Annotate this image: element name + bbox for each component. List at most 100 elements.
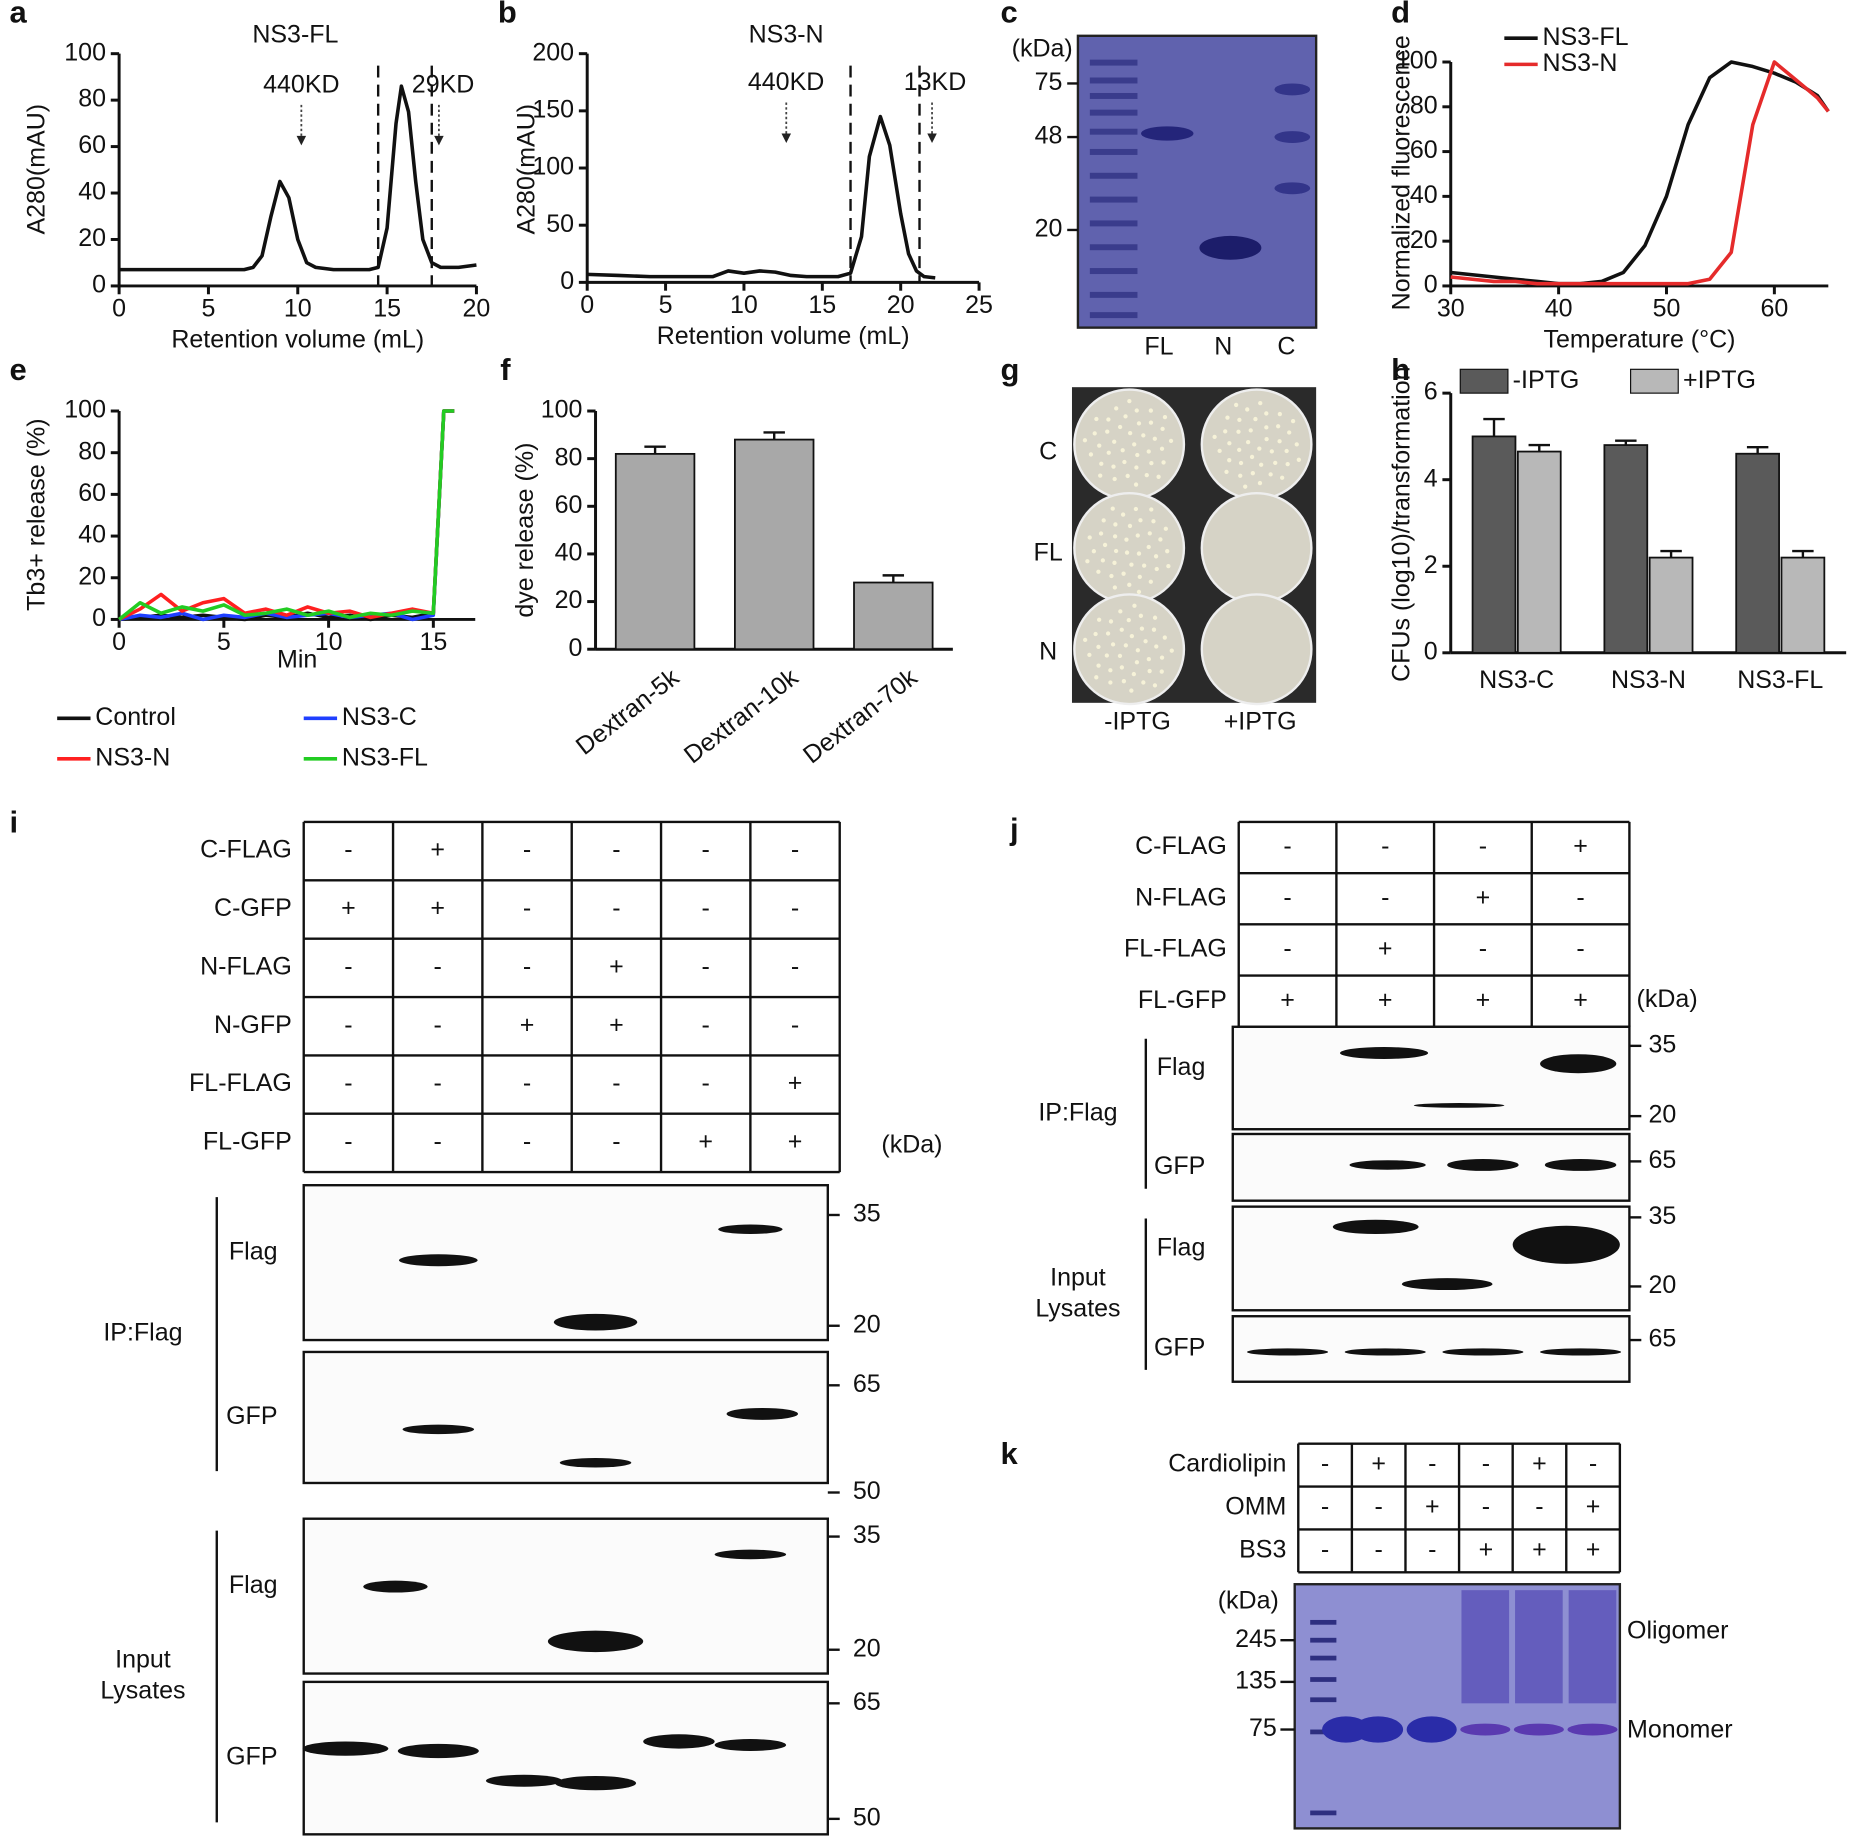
x-tick-label: NS3-C (1479, 666, 1554, 694)
colony (1243, 484, 1248, 489)
band (714, 1739, 787, 1751)
x-axis-label: Retention volume (mL) (171, 325, 424, 353)
x-tick-label: 25 (965, 291, 993, 319)
colony (1092, 431, 1097, 436)
band (1322, 1716, 1370, 1743)
cell: - (523, 836, 531, 864)
colony (1085, 559, 1090, 564)
x-tick-label: 60 (1760, 294, 1788, 322)
marker-label: 65 (1648, 1325, 1676, 1353)
colony (1264, 436, 1269, 442)
cell: + (430, 836, 445, 864)
colony (1117, 424, 1123, 430)
colony (1276, 424, 1281, 429)
colony (1273, 460, 1278, 466)
cell: - (612, 1069, 620, 1097)
band (1447, 1159, 1519, 1171)
band (559, 1457, 632, 1468)
colony (1296, 457, 1301, 462)
blot-label: Flag (1157, 1053, 1206, 1081)
colony (1129, 633, 1135, 639)
cell: - (344, 836, 352, 864)
cell: + (1425, 1493, 1440, 1521)
error-bar (1483, 417, 1505, 437)
x-axis-label: Retention volume (mL) (657, 322, 910, 350)
cell: + (1371, 1450, 1386, 1478)
colony (1098, 531, 1104, 536)
error-bar (1792, 549, 1814, 558)
colony (1253, 416, 1258, 422)
y-tick-label: 200 (532, 38, 574, 66)
ladder-band (1310, 1637, 1337, 1643)
panel-letter: j (1009, 812, 1019, 847)
y-axis-label: A280(mAU) (512, 104, 540, 235)
cell: + (1476, 883, 1491, 911)
legend-label: NS3-N (95, 743, 170, 771)
cell: + (1586, 1493, 1601, 1521)
colony (1162, 415, 1168, 420)
marker-label: 50 (853, 1477, 881, 1505)
band (397, 1743, 479, 1759)
band (402, 1424, 475, 1435)
colony (1144, 472, 1149, 478)
band (718, 1224, 783, 1235)
cell: + (1573, 832, 1588, 860)
band (1247, 1348, 1329, 1356)
data-line (119, 84, 477, 272)
colony (1118, 609, 1123, 614)
ladder-band (1089, 268, 1138, 275)
x-tick-label: 50 (1653, 294, 1681, 322)
colony (1134, 465, 1139, 470)
cell: + (1280, 986, 1295, 1014)
unit-label: (kDa) (881, 1131, 942, 1159)
x-tick-label: 10 (284, 294, 312, 322)
colony (1225, 415, 1230, 420)
x-tick-label: 20 (463, 294, 491, 322)
marker-label: 50 (853, 1803, 881, 1831)
colony (1087, 535, 1092, 540)
colony (1227, 458, 1232, 463)
cell: - (1321, 1493, 1329, 1521)
ladder-band (1089, 244, 1138, 251)
y-tick-label: 4 (1424, 464, 1438, 492)
colony (1141, 680, 1146, 685)
colony (1147, 531, 1152, 536)
marker-label: 20 (853, 1310, 881, 1338)
blot-label: GFP (1154, 1334, 1205, 1362)
cell: - (1283, 883, 1291, 911)
colony (1136, 589, 1142, 595)
colony (1133, 506, 1139, 512)
column-label: +IPTG (1224, 708, 1297, 736)
cell: - (702, 1069, 710, 1097)
colony (1223, 429, 1228, 434)
cell: - (1283, 935, 1291, 963)
marker-label: 35 (1648, 1202, 1676, 1230)
cell: + (1378, 986, 1393, 1014)
band (485, 1774, 563, 1787)
x-tick-label: 5 (201, 294, 215, 322)
ladder-band (1089, 109, 1138, 116)
cell: - (523, 894, 531, 922)
y-tick-label: 6 (1424, 378, 1438, 406)
band (1401, 1278, 1493, 1291)
panel-letter: a (10, 0, 28, 30)
data-line (118, 409, 455, 622)
x-axis-label: Min (277, 646, 317, 674)
colony (1139, 626, 1145, 631)
data-line (1450, 60, 1830, 286)
cell: - (344, 1011, 352, 1039)
cell: - (1479, 935, 1487, 963)
colony (1280, 475, 1285, 480)
colony (1083, 637, 1088, 643)
y-tick-label: 150 (532, 95, 574, 123)
colony (1108, 668, 1113, 673)
cell: - (1589, 1450, 1597, 1478)
colony (1134, 408, 1139, 413)
band (726, 1407, 799, 1420)
ladder-band (1089, 220, 1138, 227)
colony (1104, 653, 1109, 658)
gel (1076, 34, 1318, 329)
colony (1120, 512, 1126, 517)
ladder-band (1310, 1697, 1337, 1703)
